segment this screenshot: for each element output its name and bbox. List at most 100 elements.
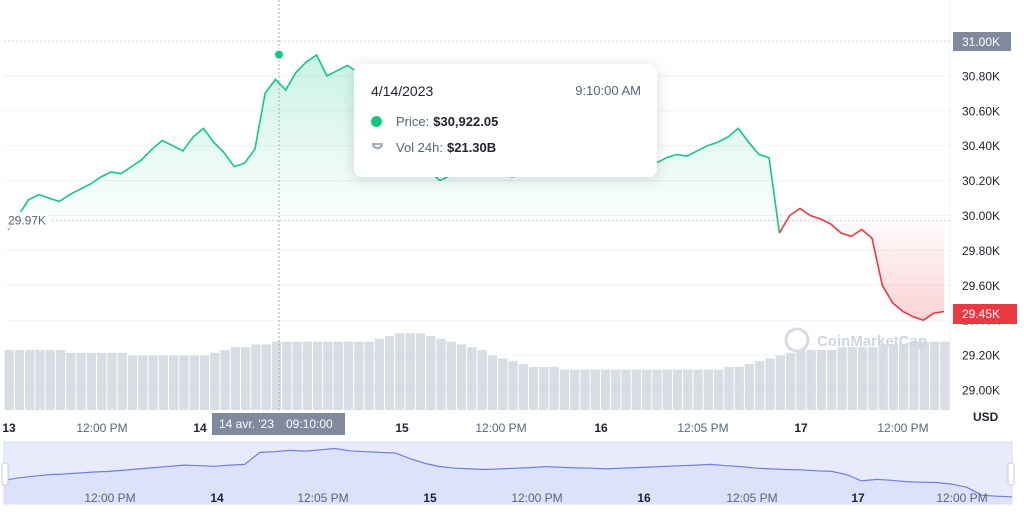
y-tick-label: 30.60K (962, 104, 1000, 118)
volume-bar (518, 364, 528, 410)
volume-bar (251, 344, 261, 410)
current-price-label: 29.45K (962, 307, 1000, 321)
volume-bar (652, 369, 662, 410)
navigator-tick-label: 14 (210, 491, 224, 505)
crosshair-point (273, 48, 285, 61)
x-tick-label: 14 (193, 421, 207, 435)
volume-bar (498, 358, 508, 410)
volume-bar (940, 341, 950, 410)
volume-bar (919, 341, 929, 410)
volume-bar (405, 333, 415, 410)
volume-bar (127, 355, 138, 410)
y-tick-label: 29.60K (962, 279, 1000, 293)
volume-bar (570, 369, 580, 410)
volume-bar (436, 338, 446, 410)
volume-bar (734, 366, 744, 410)
volume-bar (292, 341, 302, 410)
volume-bar (549, 366, 559, 410)
volume-bar (611, 369, 621, 410)
y-tick-label: 30.20K (962, 174, 1000, 188)
volume-bar (477, 350, 487, 410)
volume-bar (703, 369, 713, 410)
volume-bar (107, 352, 117, 410)
volume-bar (14, 350, 25, 410)
start-price-tag (4, 211, 50, 229)
volume-bar (35, 350, 45, 410)
volume-bar (302, 341, 312, 410)
navigator-area (4, 448, 1012, 504)
volume-bar (271, 341, 282, 410)
tooltip-time: 9:10:00 AM (575, 83, 641, 98)
volume-bar (888, 344, 899, 410)
watermark-text: CoinMarketCap (817, 333, 927, 350)
y-tick-label: 29.00K (962, 384, 1000, 398)
volume-bar (827, 350, 837, 410)
crosshair-date-label: 14 avr. '23 (219, 417, 274, 431)
volume-bar (261, 344, 271, 410)
volume-bar (765, 358, 775, 410)
volume-bar (323, 341, 333, 410)
tooltip-volume-label: Vol 24h: (396, 140, 443, 155)
x-tick-label: 17 (794, 421, 808, 435)
volume-bar (642, 369, 652, 410)
volume-bar (343, 341, 354, 410)
volume-bar (282, 341, 292, 410)
volume-bar (929, 341, 940, 410)
volume-bar (169, 355, 179, 410)
volume-bar (559, 369, 570, 410)
volume-bar (878, 344, 888, 410)
volume-bar (631, 369, 642, 410)
volume-bar (816, 350, 827, 410)
price-line-down (778, 207, 945, 322)
volume-bar (333, 341, 343, 410)
volume-bar (683, 369, 693, 410)
crosshair-date-tag (212, 413, 345, 435)
navigator-tick-label: 16 (637, 491, 651, 505)
volume-bar (45, 350, 55, 410)
y-tick-label: 29.80K (962, 244, 1000, 258)
volume-bar (621, 369, 631, 410)
volume-bar (600, 369, 611, 410)
navigator-tick-label: 12:05 PM (726, 491, 777, 505)
volume-bar (97, 352, 107, 410)
x-tick-label: 16 (594, 421, 608, 435)
volume-bar (158, 355, 169, 410)
tooltip-date: 4/14/2023 (371, 83, 434, 99)
volume-bar (364, 341, 374, 410)
price-dot-icon (371, 116, 382, 127)
volume-bar (230, 347, 240, 410)
volume-bar (837, 347, 847, 410)
volume-bar (847, 347, 857, 410)
volume-bar (117, 352, 127, 410)
volume-bar (590, 369, 600, 410)
tooltip-price-label: Price: (396, 114, 430, 129)
x-tick-label: 13 (2, 421, 16, 435)
volume-bar (446, 341, 456, 410)
x-tick-label: 12:05 PM (677, 421, 728, 435)
volume-bar (909, 341, 919, 410)
volume-bar (312, 341, 323, 410)
volume-bar (672, 369, 683, 410)
volume-bar (25, 350, 35, 410)
volume-bar (426, 336, 436, 410)
volume-bar (724, 366, 734, 410)
volume-bar (796, 350, 806, 410)
volume-bar (374, 338, 384, 410)
volume-bar (220, 350, 230, 410)
navigator-tick-label: 12:05 PM (297, 491, 348, 505)
volume-bar (456, 344, 467, 410)
volume-bar (528, 366, 539, 410)
volume-bar (179, 355, 189, 410)
volume-bar (580, 369, 590, 410)
tooltip-price-value: $30,922.05 (433, 114, 499, 129)
volume-bar (806, 350, 816, 410)
crosshair-price-text: 31.00K (962, 35, 1000, 49)
volume-bar (714, 369, 724, 410)
volume-bar (354, 341, 364, 410)
volume-bar (395, 333, 405, 410)
volume-bar (415, 333, 426, 410)
navigator-left-handle-icon[interactable] (1, 462, 9, 486)
volume-bar (899, 344, 909, 410)
navigator-right-handle-icon[interactable] (1007, 462, 1015, 486)
volume-bar (210, 352, 220, 410)
